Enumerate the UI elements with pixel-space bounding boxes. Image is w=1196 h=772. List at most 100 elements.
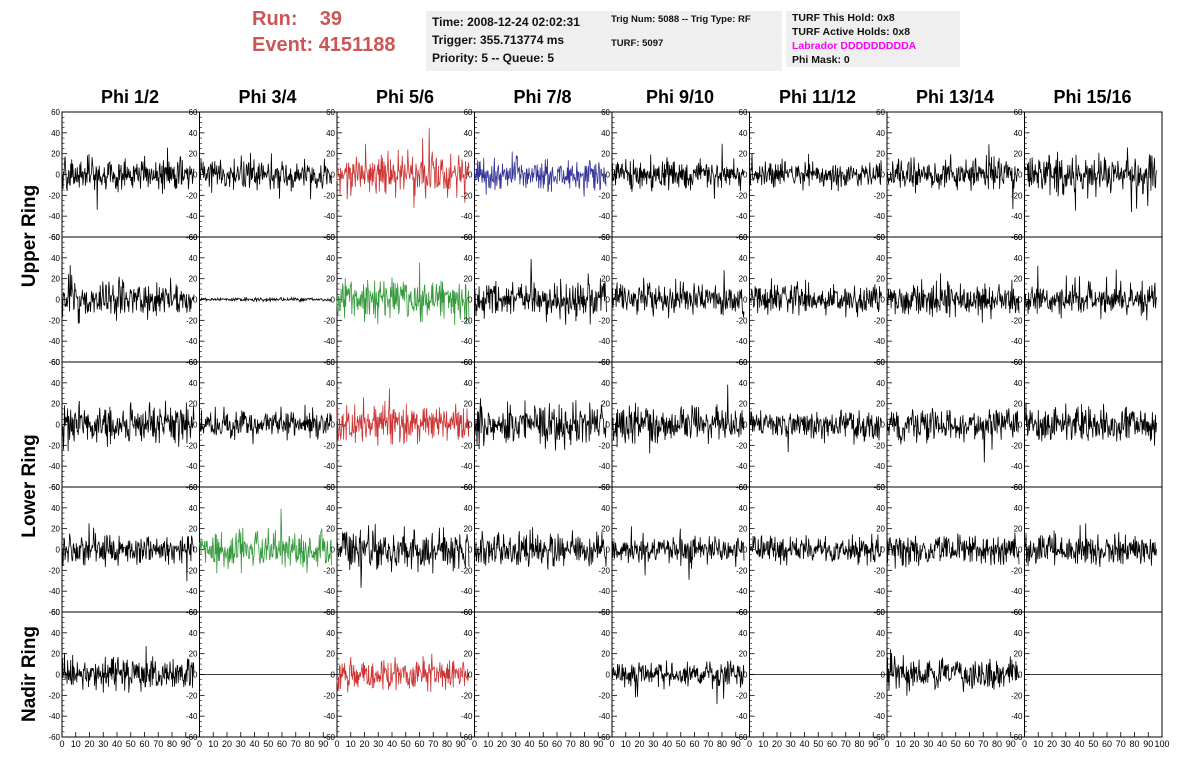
waveform-trace (611, 526, 745, 580)
y-tick-label: -20 (873, 316, 885, 325)
y-tick-label: 0 (881, 171, 886, 180)
y-tick-label: 20 (51, 400, 60, 409)
y-tick-label: -40 (1011, 712, 1023, 721)
y-tick-label: 0 (468, 671, 473, 680)
y-tick-label: -40 (736, 462, 748, 471)
panel-r2-c1: -60 -40 -20 0 20 40 60 (48, 233, 200, 367)
y-tick-label: -40 (323, 462, 335, 471)
y-tick-label: 40 (51, 504, 60, 513)
x-tick-label: 20 (772, 739, 782, 749)
y-tick-label: 0 (468, 171, 473, 180)
y-tick-label: 40 (876, 629, 885, 638)
y-tick-label: 0 (606, 546, 611, 555)
y-tick-label: 60 (876, 483, 885, 492)
x-tick-label: 60 (689, 739, 699, 749)
y-tick-label: 20 (189, 525, 198, 534)
y-tick-label: 60 (876, 108, 885, 117)
y-tick-label: 40 (601, 504, 610, 513)
x-tick-label: 0 (884, 739, 889, 749)
panel-frame (474, 111, 613, 238)
x-tick-label: 0 (747, 739, 752, 749)
y-tick-label: -40 (323, 587, 335, 596)
y-tick-label: 20 (464, 150, 473, 159)
y-tick-label: -40 (48, 462, 60, 471)
time-info-box: Time: 2008-12-24 02:02:31 Trigger: 355.7… (426, 11, 606, 71)
y-tick-label: 20 (876, 525, 885, 534)
y-tick-label: -20 (873, 191, 885, 200)
panel-r4-c1: -60 -40 -20 0 20 40 60 (48, 483, 200, 617)
x-tick-label: 80 (992, 739, 1002, 749)
waveform-trace (1024, 402, 1157, 446)
y-tick-label: -40 (1011, 212, 1023, 221)
y-tick-label: 60 (326, 608, 335, 617)
y-tick-label: -60 (598, 733, 610, 742)
y-tick-label: 0 (606, 171, 611, 180)
turf-active-holds-text: TURF Active Holds: 0x8 (792, 26, 911, 38)
y-tick-label: -20 (1011, 691, 1023, 700)
y-tick-label: 20 (1014, 275, 1023, 284)
waveform-trace (199, 296, 332, 303)
y-tick-label: -40 (598, 712, 610, 721)
y-tick-label: 20 (51, 525, 60, 534)
y-tick-label: 60 (601, 483, 610, 492)
y-tick-label: -20 (186, 691, 198, 700)
y-tick-label: 60 (189, 483, 198, 492)
x-tick-label: 90 (1006, 739, 1016, 749)
x-tick-label: 70 (153, 739, 163, 749)
y-tick-label: 60 (326, 358, 335, 367)
y-tick-label: 40 (739, 504, 748, 513)
y-tick-label: -40 (48, 212, 60, 221)
panel-r1-c1: -60 -40 -20 0 20 40 60 (48, 108, 200, 242)
x-tick-label: 80 (717, 739, 727, 749)
panel-frame (474, 611, 613, 738)
x-tick-label: 30 (1061, 739, 1071, 749)
y-tick-label: 0 (56, 546, 61, 555)
y-tick-label: 0 (193, 296, 198, 305)
y-tick-label: 40 (739, 379, 748, 388)
phi-header-6: Phi 11/12 (778, 87, 857, 107)
y-tick-label: 0 (468, 546, 473, 555)
phi-header-5: Phi 9/10 (645, 87, 715, 107)
waveform-trace (474, 258, 607, 325)
y-tick-label: 20 (464, 525, 473, 534)
y-tick-label: -20 (461, 316, 473, 325)
y-tick-label: 20 (51, 150, 60, 159)
y-tick-label: 0 (743, 296, 748, 305)
y-tick-label: 0 (468, 296, 473, 305)
event-value: 4151188 (318, 34, 396, 56)
y-tick-label: -40 (598, 587, 610, 596)
waveform-trace (611, 143, 745, 199)
waveform-trace (886, 273, 1020, 323)
run-label: Run: (252, 8, 298, 30)
phi-mask-text: Phi Mask: 0 (792, 54, 850, 66)
y-tick-label: -40 (323, 212, 335, 221)
y-tick-label: 20 (876, 400, 885, 409)
y-tick-label: 20 (326, 150, 335, 159)
x-tick-label: 30 (786, 739, 796, 749)
y-tick-label: 20 (601, 525, 610, 534)
y-tick-label: 20 (464, 275, 473, 284)
x-tick-label: 50 (126, 739, 136, 749)
y-tick-label: 0 (1018, 546, 1023, 555)
y-tick-label: 0 (881, 671, 886, 680)
y-tick-label: 60 (1014, 233, 1023, 242)
panel-r3-c1: -60 -40 -20 0 20 40 60 (48, 358, 200, 492)
y-tick-label: -40 (598, 462, 610, 471)
y-tick-label: -40 (598, 337, 610, 346)
y-tick-label: -40 (873, 462, 885, 471)
y-tick-label: 40 (326, 254, 335, 263)
trig-num-type-text: Trig Num: 5088 -- Trig Type: RF (611, 14, 751, 25)
y-tick-label: 0 (193, 671, 198, 680)
y-tick-label: -40 (186, 587, 198, 596)
y-tick-label: 20 (876, 275, 885, 284)
y-tick-label: -60 (186, 733, 198, 742)
y-tick-label: 60 (464, 358, 473, 367)
y-tick-label: 40 (739, 629, 748, 638)
